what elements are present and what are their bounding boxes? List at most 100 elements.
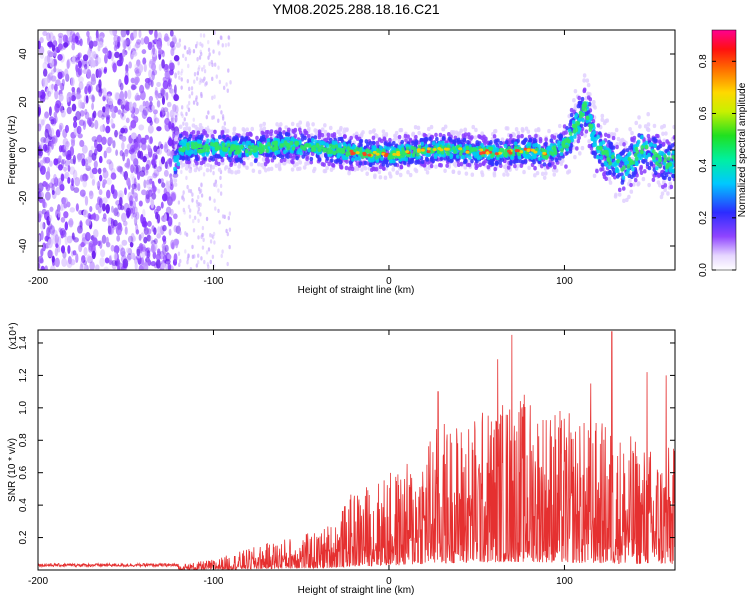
spec-band-speck bbox=[449, 158, 454, 164]
spec-band-speck bbox=[646, 122, 651, 127]
spec-band-speck bbox=[560, 148, 564, 153]
spec-noise-speck bbox=[152, 44, 156, 55]
spec-band-speck bbox=[580, 131, 584, 137]
spec-band-speck bbox=[419, 138, 424, 143]
spec-noise-speck bbox=[165, 92, 169, 101]
spec-band-speck bbox=[388, 141, 392, 146]
spec-band-speck bbox=[310, 151, 315, 157]
spec-noise-speck bbox=[196, 57, 199, 62]
spec-noise-speck bbox=[71, 43, 76, 51]
spec-band-speck bbox=[662, 138, 667, 143]
spec-band-speck bbox=[203, 156, 207, 161]
spec-noise-speck bbox=[107, 226, 113, 235]
spec-noise-speck bbox=[52, 35, 56, 46]
spec-band-speck bbox=[182, 126, 187, 132]
spec-band-speck bbox=[457, 170, 461, 175]
spec-band-speck bbox=[526, 129, 531, 134]
spec-band-speck bbox=[413, 167, 418, 172]
spec-band-speck bbox=[557, 123, 562, 129]
spec-noise-speck bbox=[52, 139, 57, 147]
spec-noise-speck bbox=[80, 175, 86, 182]
spec-noise-speck bbox=[207, 55, 210, 60]
spec-noise-speck bbox=[55, 79, 61, 87]
spec-band-speck bbox=[613, 162, 617, 168]
spec-noise-speck bbox=[143, 179, 147, 189]
spec-noise-speck bbox=[122, 39, 128, 50]
spec-band-speck bbox=[572, 98, 576, 103]
spec-noise-speck bbox=[78, 209, 84, 216]
spec-noise-speck bbox=[149, 120, 153, 126]
spec-band-speck bbox=[537, 156, 542, 162]
spec-noise-speck bbox=[117, 166, 124, 173]
spec-band-speck bbox=[664, 131, 668, 136]
spec-noise-speck bbox=[218, 79, 222, 85]
spec-noise-speck bbox=[226, 261, 229, 267]
spec-noise-speck bbox=[133, 30, 138, 39]
spec-noise-speck bbox=[191, 254, 195, 260]
spec-noise-speck bbox=[164, 141, 168, 150]
spec-band-speck bbox=[540, 171, 545, 177]
spec-band-speck bbox=[590, 136, 595, 142]
spec-noise-speck bbox=[127, 235, 134, 244]
spec-band-speck bbox=[309, 156, 314, 162]
spec-noise-speck bbox=[132, 200, 137, 210]
spec-band-speck bbox=[552, 165, 557, 170]
spec-band-speck bbox=[211, 157, 215, 162]
spec-noise-speck bbox=[211, 76, 214, 82]
spec-noise-speck bbox=[220, 110, 223, 115]
spec-noise-speck bbox=[124, 90, 128, 99]
spec-noise-speck bbox=[38, 182, 44, 192]
spec-noise-speck bbox=[92, 51, 97, 59]
spec-noise-speck bbox=[136, 171, 141, 181]
spec-noise-speck bbox=[39, 159, 44, 168]
spec-band-speck bbox=[542, 175, 547, 180]
spec-band-speck bbox=[286, 154, 290, 159]
spec-band-speck bbox=[400, 143, 405, 149]
spec-band-speck bbox=[191, 129, 196, 135]
spec-band-speck bbox=[290, 167, 295, 172]
spec-band-speck bbox=[299, 150, 303, 156]
spec-noise-speck bbox=[88, 56, 94, 67]
spec-band-speck bbox=[322, 168, 327, 174]
spec-band-speck bbox=[330, 162, 335, 168]
spec-noise-speck bbox=[218, 51, 221, 56]
spec-band-speck bbox=[519, 163, 524, 168]
spec-noise-speck bbox=[129, 241, 134, 248]
spec-noise-speck bbox=[57, 245, 61, 253]
spec-noise-speck bbox=[182, 207, 186, 213]
spec-band-speck bbox=[255, 135, 259, 141]
spec-band-speck bbox=[658, 143, 663, 149]
spec-noise-speck bbox=[70, 95, 76, 101]
spec-noise-speck bbox=[223, 121, 227, 126]
spec-band-speck bbox=[342, 134, 347, 139]
spec-band-speck bbox=[234, 135, 238, 140]
spec-band-speck bbox=[330, 133, 335, 138]
spec-band-speck bbox=[186, 156, 191, 161]
spec-noise-speck bbox=[137, 133, 142, 144]
spec-noise-speck bbox=[76, 125, 82, 135]
spec-noise-speck bbox=[88, 40, 94, 49]
spec-band-speck bbox=[586, 91, 591, 97]
spec-noise-speck bbox=[200, 193, 204, 198]
spec-band-speck bbox=[253, 152, 258, 157]
spec-noise-speck bbox=[54, 104, 58, 111]
spec-noise-speck bbox=[140, 90, 146, 101]
spec-noise-speck bbox=[71, 177, 74, 187]
spec-band-speck bbox=[580, 145, 585, 151]
spec-band-speck bbox=[228, 157, 232, 163]
spec-band-speck bbox=[600, 166, 605, 172]
spec-noise-speck bbox=[141, 49, 147, 55]
spec-noise-speck bbox=[86, 254, 92, 263]
spec-noise-speck bbox=[160, 88, 166, 98]
spec-band-speck bbox=[400, 139, 405, 145]
spec-noise-speck bbox=[172, 37, 178, 45]
spec-band-speck bbox=[428, 136, 432, 141]
spec-band-speck bbox=[568, 149, 573, 154]
spec-noise-speck bbox=[44, 111, 50, 119]
spec-noise-speck bbox=[181, 194, 185, 199]
spec-noise-speck bbox=[60, 202, 64, 212]
spec-band-speck bbox=[262, 121, 267, 127]
spec-noise-speck bbox=[134, 206, 138, 214]
spec-band-speck bbox=[176, 161, 181, 167]
spec-noise-speck bbox=[174, 114, 178, 123]
